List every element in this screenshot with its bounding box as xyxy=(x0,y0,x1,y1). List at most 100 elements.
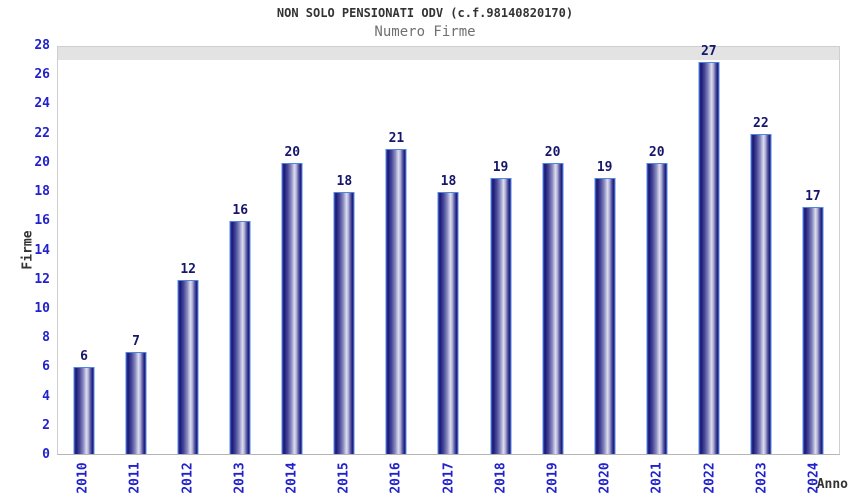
y-tick-label: 14 xyxy=(34,242,50,258)
x-tick-cell: 2016 xyxy=(370,458,422,498)
bar-value-label: 12 xyxy=(180,261,196,277)
y-tick-label: 18 xyxy=(34,184,50,200)
bar xyxy=(698,61,720,454)
x-tick-cell: 2014 xyxy=(266,458,318,498)
x-axis-label: Anno xyxy=(816,477,848,492)
plot-area: 6 7 12 16 20 18 21 18 19 20 19 20 27 22 17 xyxy=(57,43,840,455)
grid-band xyxy=(58,58,839,59)
grid-band xyxy=(58,49,839,50)
y-tick-label: 22 xyxy=(34,125,50,141)
bar-value-label: 18 xyxy=(440,174,457,190)
x-tick-label: 2020 xyxy=(597,462,613,494)
x-tick-label: 2012 xyxy=(180,462,195,494)
bar xyxy=(542,163,564,454)
grid-band xyxy=(58,59,839,60)
grid-band xyxy=(58,56,839,57)
grid-band xyxy=(58,51,839,52)
bar xyxy=(73,366,95,454)
bar-column-2012: 12 xyxy=(162,47,214,454)
x-tick-cell: 2023 xyxy=(736,458,788,498)
bar-column-2023: 22 xyxy=(735,47,787,454)
x-tick-label: 2017 xyxy=(441,462,457,494)
bar-column-2018: 19 xyxy=(475,47,527,454)
grid-band xyxy=(58,54,839,55)
bar-value-label: 18 xyxy=(336,174,353,190)
grid-band xyxy=(58,48,839,49)
y-tick-label: 26 xyxy=(34,67,50,83)
x-tick-cell: 2018 xyxy=(475,458,527,498)
bar-column-2010: 6 xyxy=(58,47,110,454)
bar-column-2017: 18 xyxy=(422,47,474,454)
bar-column-2014: 20 xyxy=(266,47,318,454)
bar xyxy=(333,192,355,454)
bar xyxy=(646,163,668,454)
x-axis: 2010 2011 2012 2013 2014 2015 2016 2017 2018 2019… xyxy=(57,458,840,498)
bar xyxy=(490,177,512,454)
bar-column-2015: 18 xyxy=(318,47,370,454)
y-tick-label: 12 xyxy=(34,271,50,287)
x-tick-cell: 2015 xyxy=(318,458,370,498)
bar xyxy=(437,192,459,454)
y-tick-label: 4 xyxy=(42,388,50,404)
bar-value-label: 17 xyxy=(805,188,821,204)
x-tick-label: 2014 xyxy=(284,462,300,494)
bar xyxy=(177,279,199,454)
y-tick-label: 2 xyxy=(42,417,50,433)
y-tick-label: 6 xyxy=(42,359,50,375)
bar-column-2019: 20 xyxy=(527,47,579,454)
grid-band xyxy=(58,55,839,56)
bar xyxy=(802,206,824,454)
x-tick-label: 2013 xyxy=(232,462,248,494)
x-tick-cell: 2017 xyxy=(422,458,474,498)
x-tick-label: 2011 xyxy=(127,462,143,494)
bar-column-2022: 27 xyxy=(683,43,735,454)
bar-value-label: 6 xyxy=(80,348,88,364)
bar-value-label: 20 xyxy=(284,145,301,161)
bar xyxy=(594,177,616,454)
bar-column-2024: 17 xyxy=(787,47,839,454)
x-tick-cell: 2019 xyxy=(527,458,579,498)
bar-value-label: 20 xyxy=(544,145,561,161)
bars-container: 6 7 12 16 20 18 21 18 19 20 19 20 27 22 17 xyxy=(58,43,839,454)
bar-value-label: 19 xyxy=(492,159,509,175)
x-tick-cell: 2011 xyxy=(109,458,161,498)
y-tick-label: 0 xyxy=(42,447,50,463)
bar-column-2016: 21 xyxy=(370,47,422,454)
grid-band xyxy=(58,57,839,58)
x-tick-cell: 2020 xyxy=(579,458,631,498)
x-tick-label: 2019 xyxy=(545,462,561,494)
y-tick-label: 8 xyxy=(42,330,50,346)
chart-title: NON SOLO PENSIONATI ODV (c.f.98140820170… xyxy=(276,6,574,20)
bar xyxy=(125,352,147,454)
x-tick-label: 2015 xyxy=(336,462,352,494)
y-tick-label: 16 xyxy=(34,213,50,229)
bar-column-2021: 20 xyxy=(631,47,683,454)
bar-value-label: 27 xyxy=(700,43,717,59)
bar xyxy=(750,134,772,454)
grid-band xyxy=(58,53,839,54)
x-tick-cell: 2010 xyxy=(57,458,109,498)
chart-subtitle: Numero Firme xyxy=(374,24,476,40)
x-tick-label: 2016 xyxy=(388,462,404,494)
bar-value-label: 19 xyxy=(596,159,613,175)
x-tick-cell: 2021 xyxy=(631,458,683,498)
bar xyxy=(229,221,251,454)
y-tick-label: 10 xyxy=(34,301,50,317)
bar-column-2020: 19 xyxy=(579,47,631,454)
x-tick-label: 2023 xyxy=(754,462,770,494)
bar xyxy=(281,163,303,454)
bar-column-2013: 16 xyxy=(214,47,266,454)
x-tick-label: 2018 xyxy=(493,462,509,494)
grid-band xyxy=(58,50,839,51)
grid-band xyxy=(58,52,839,53)
bar-value-label: 20 xyxy=(648,145,665,161)
bar-value-label: 16 xyxy=(232,203,249,219)
x-tick-cell: 2013 xyxy=(214,458,266,498)
bar-column-2011: 7 xyxy=(110,47,162,454)
bar-value-label: 7 xyxy=(132,334,141,350)
y-tick-label: 24 xyxy=(34,96,50,112)
y-tick-label: 28 xyxy=(34,38,50,54)
y-tick-label: 20 xyxy=(34,155,50,171)
bar-value-label: 21 xyxy=(388,130,405,146)
